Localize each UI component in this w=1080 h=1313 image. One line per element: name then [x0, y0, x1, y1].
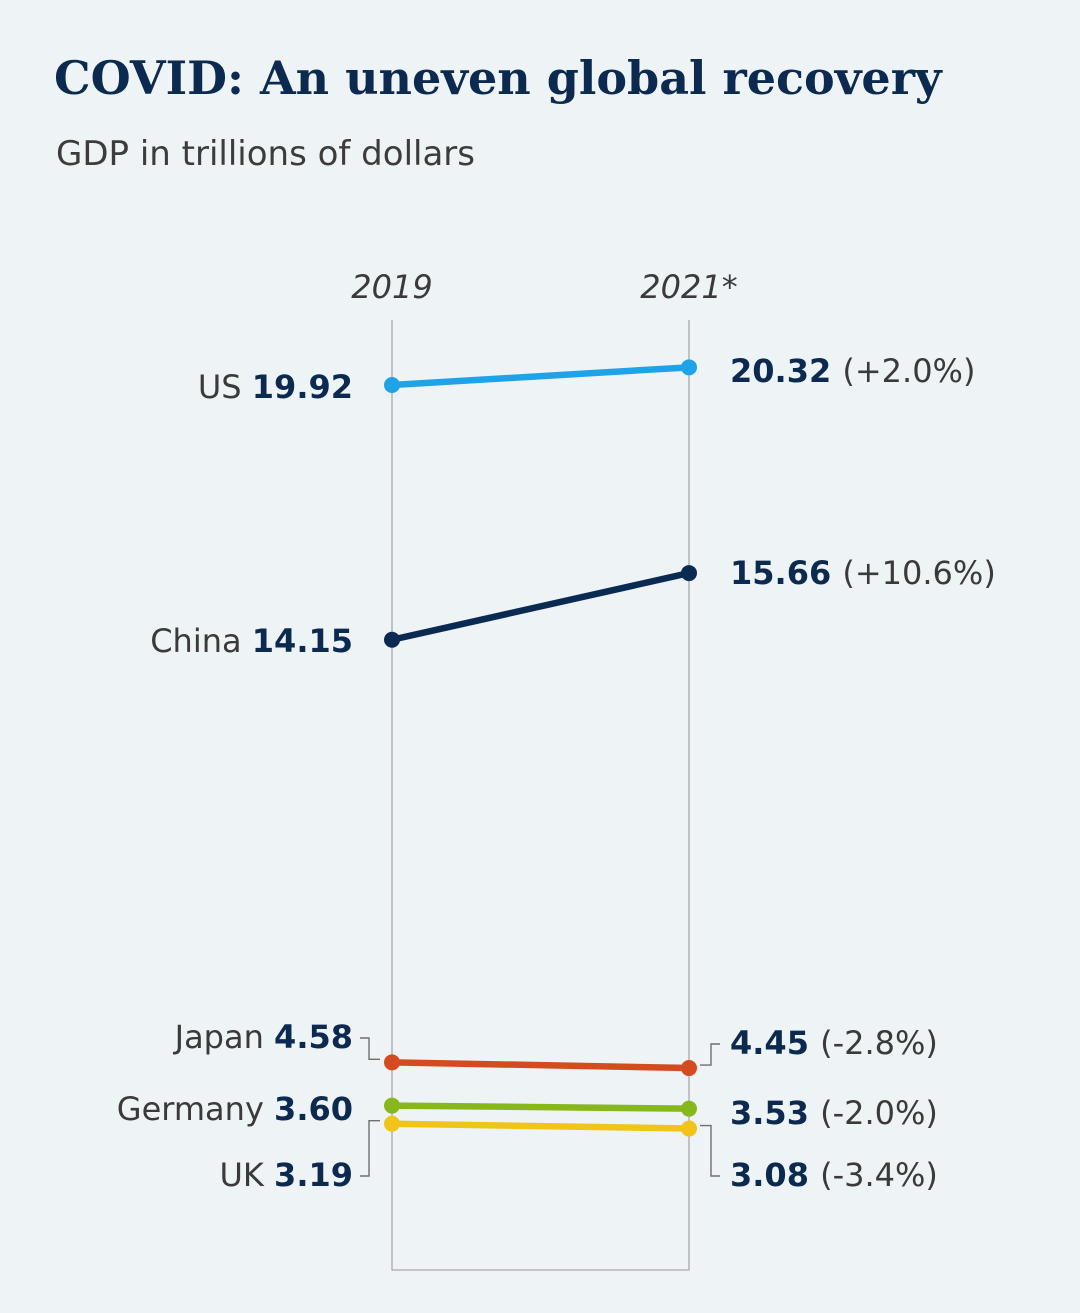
connector-right-japan [700, 1043, 720, 1066]
change-japan: (-2.8%) [820, 1024, 938, 1062]
series-line-uk [388, 1120, 693, 1132]
country-name-germany: Germany [117, 1090, 274, 1128]
value-2021-germany: 3.53 [730, 1094, 820, 1132]
country-name-uk: UK [219, 1156, 274, 1194]
point-2019-germany [384, 1097, 400, 1114]
axis-frame [391, 320, 690, 1271]
point-2021-uk [681, 1120, 697, 1137]
country-name-us: US [198, 368, 252, 406]
label-2019-germany: Germany 3.60 [117, 1090, 353, 1128]
change-uk: (-3.4%) [820, 1156, 938, 1194]
change-germany: (-2.0%) [820, 1094, 938, 1132]
value-2021-japan: 4.45 [730, 1024, 820, 1062]
chart-subtitle: GDP in trillions of dollars [56, 134, 475, 174]
label-2021-china: 15.66 (+10.6%) [730, 554, 996, 592]
chart-title: COVID: An uneven global recovery [54, 51, 942, 105]
label-2021-japan: 4.45 (-2.8%) [730, 1024, 938, 1062]
value-2021-uk: 3.08 [730, 1156, 820, 1194]
country-name-china: China [150, 622, 252, 660]
point-2021-japan [681, 1060, 697, 1077]
label-2019-us: US 19.92 [198, 368, 353, 406]
connector-left-japan [360, 1037, 380, 1061]
value-2021-us: 20.32 [730, 352, 842, 390]
country-name-japan: Japan [173, 1018, 274, 1056]
value-2021-china: 15.66 [730, 554, 842, 592]
x-tick-label-2021: 2021* [640, 268, 737, 306]
change-us: (+2.0%) [842, 352, 975, 390]
point-2021-us [681, 359, 697, 376]
label-2019-uk: UK 3.19 [219, 1156, 353, 1194]
value-2019-germany: 3.60 [274, 1090, 353, 1128]
series-line-us [388, 364, 693, 389]
connector-left-uk [360, 1119, 380, 1177]
change-china: (+10.6%) [842, 554, 995, 592]
point-2019-uk [384, 1115, 400, 1132]
label-2021-us: 20.32 (+2.0%) [730, 352, 975, 390]
value-2019-uk: 3.19 [274, 1156, 353, 1194]
value-2019-china: 14.15 [252, 622, 353, 660]
x-tick-label-2019: 2019 [351, 268, 432, 306]
label-2019-china: China 14.15 [150, 622, 353, 660]
value-2019-us: 19.92 [252, 368, 353, 406]
point-2019-japan [384, 1054, 400, 1071]
connector-right-uk [700, 1124, 720, 1177]
value-2019-japan: 4.58 [274, 1018, 353, 1056]
point-2021-china [681, 565, 697, 582]
series-line-japan [388, 1059, 693, 1072]
point-2019-us [384, 377, 400, 393]
point-2021-germany [681, 1100, 697, 1117]
point-2019-china [384, 631, 400, 648]
series-line-china [388, 569, 693, 644]
label-2021-germany: 3.53 (-2.0%) [730, 1094, 938, 1132]
series-line-germany [388, 1102, 693, 1112]
label-2021-uk: 3.08 (-3.4%) [730, 1156, 938, 1194]
label-2019-japan: Japan 4.58 [173, 1018, 353, 1056]
